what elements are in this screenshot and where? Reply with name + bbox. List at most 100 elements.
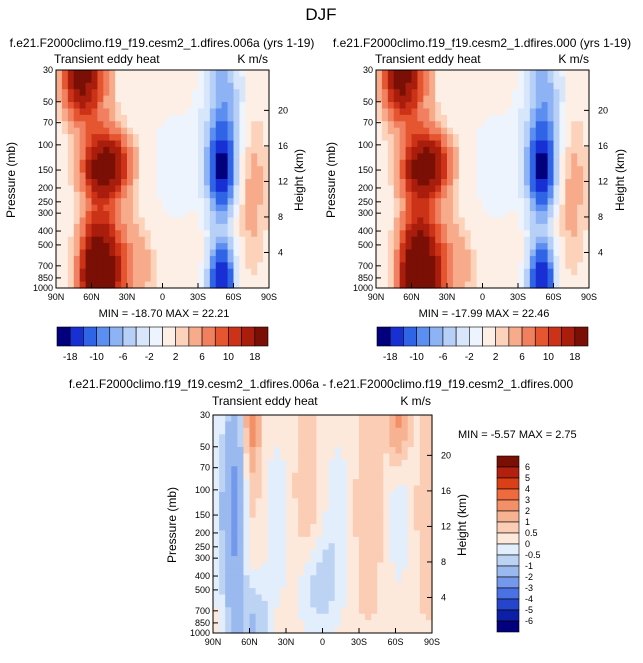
contour-cell [328, 472, 336, 480]
contour-cell [263, 166, 270, 174]
contour-cell [359, 453, 366, 461]
contour-cell [109, 76, 116, 84]
contour-cell [571, 172, 578, 180]
contour-cell [73, 223, 81, 231]
contour-cell [541, 108, 549, 116]
contour-cell [452, 275, 460, 283]
contour-cell [138, 166, 146, 174]
contour-cell [377, 524, 384, 532]
contour-cell [73, 179, 81, 187]
contour-cell [452, 127, 460, 135]
contour-cell [340, 517, 348, 525]
contour-cell [61, 153, 69, 161]
contour-cell [85, 121, 93, 129]
contour-cell [423, 127, 430, 135]
contour-cell [138, 243, 146, 251]
contour-cell [233, 159, 241, 167]
contour-cell [310, 594, 318, 602]
contour-cell [512, 249, 519, 257]
contour-cell [407, 466, 415, 474]
contour-cell [500, 243, 507, 251]
contour-cell [231, 626, 238, 634]
contour-cell [553, 140, 561, 148]
contour-cell [215, 281, 223, 289]
contour-cell [571, 243, 578, 251]
contour-cell [91, 236, 99, 244]
contour-cell [523, 76, 531, 84]
contour-cell [310, 530, 318, 538]
contour-cell [371, 504, 378, 512]
x-tick-label: 60N [403, 292, 420, 302]
colorbar-swatch [496, 477, 520, 490]
contour-cell [458, 166, 466, 174]
contour-cell [150, 95, 158, 103]
contour-cell [239, 204, 246, 212]
contour-cell [423, 76, 430, 84]
contour-cell [292, 440, 299, 448]
contour-cell [529, 281, 537, 289]
contour-cell [401, 434, 409, 442]
contour-cell [500, 95, 507, 103]
contour-cell [565, 127, 572, 135]
contour-cell [399, 191, 407, 199]
contour-cell [298, 491, 305, 499]
contour-cell [559, 243, 566, 251]
contour-cell [192, 166, 199, 174]
contour-cell [346, 530, 354, 538]
contour-cell [381, 70, 389, 78]
contour-cell [405, 268, 413, 276]
contour-cell [249, 485, 257, 493]
contour-cell [494, 76, 501, 84]
contour-cell [423, 255, 430, 263]
contour-cell [219, 588, 226, 596]
contour-cell [203, 249, 211, 257]
contour-cell [583, 146, 590, 154]
contour-cell [334, 434, 342, 442]
contour-cell [565, 102, 572, 110]
contour-cell [231, 421, 238, 429]
contour-cell [115, 275, 122, 283]
contour-cell [553, 198, 561, 206]
contour-cell [298, 453, 305, 461]
contour-cell [132, 191, 140, 199]
contour-cell [261, 562, 269, 570]
contour-cell [215, 102, 223, 110]
contour-cell [144, 146, 152, 154]
contour-cell [251, 76, 258, 84]
contour-cell [506, 108, 513, 116]
contour-cell [541, 89, 549, 97]
contour-cell [494, 204, 501, 212]
contour-cell [417, 102, 424, 110]
contour-cell [203, 255, 211, 263]
contour-cell [389, 447, 397, 455]
contour-cell [192, 76, 199, 84]
contour-cell [174, 153, 181, 161]
contour-cell [109, 223, 116, 231]
contour-cell [219, 498, 226, 506]
colorbar-label: -0.5 [525, 550, 541, 560]
contour-cell [237, 517, 245, 525]
contour-cell [245, 134, 252, 142]
contour-cell [209, 82, 217, 90]
contour-cell [383, 434, 391, 442]
contour-cell [115, 255, 122, 263]
contour-cell [225, 466, 232, 474]
colorbar-label: -18 [63, 352, 78, 363]
contour-cell [476, 102, 484, 110]
contour-cell [243, 504, 251, 512]
contour-cell [413, 588, 421, 596]
contour-cell [583, 185, 590, 193]
contour-cell [381, 281, 389, 289]
contour-cell [346, 581, 354, 589]
contour-cell [186, 102, 193, 110]
contour-cell [251, 140, 258, 148]
contour-cell [292, 575, 299, 583]
contour-cell [441, 179, 448, 187]
y-axis-label: Pressure (mb) [165, 487, 179, 563]
contour-cell [571, 211, 578, 219]
contour-cell [395, 517, 403, 525]
colorbar-swatch [496, 521, 520, 534]
contour-cell [156, 268, 164, 276]
contour-cell [547, 185, 555, 193]
contour-cell [257, 102, 264, 110]
